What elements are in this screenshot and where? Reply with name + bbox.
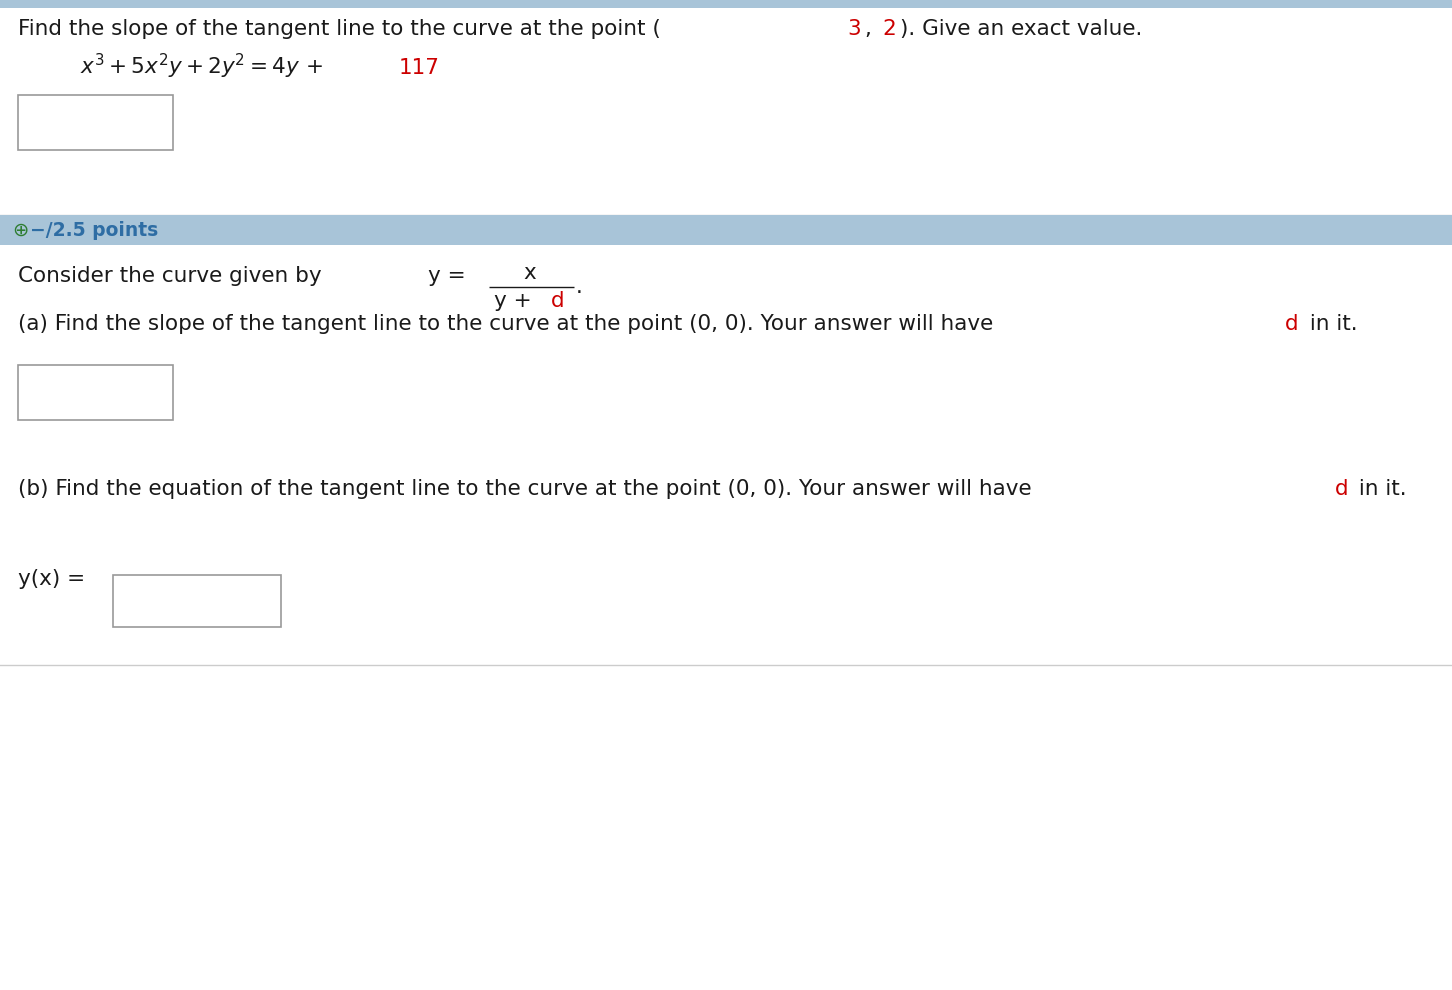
Text: (a) Find the slope of the tangent line to the curve at the point (0, 0). Your an: (a) Find the slope of the tangent line t… (17, 314, 1000, 334)
FancyBboxPatch shape (17, 95, 173, 150)
Text: Consider the curve given by: Consider the curve given by (17, 266, 335, 286)
FancyBboxPatch shape (0, 0, 1452, 8)
Text: 3: 3 (848, 19, 861, 39)
Text: d: d (552, 291, 565, 311)
Text: −/2.5 points: −/2.5 points (30, 221, 158, 240)
Text: in it.: in it. (1352, 479, 1407, 499)
Text: y =: y = (427, 266, 472, 286)
FancyBboxPatch shape (17, 365, 173, 420)
Text: d: d (1285, 314, 1300, 334)
Text: d: d (1334, 479, 1349, 499)
Text: (b) Find the equation of the tangent line to the curve at the point (0, 0). Your: (b) Find the equation of the tangent lin… (17, 479, 1038, 499)
FancyBboxPatch shape (113, 575, 282, 627)
Text: x: x (523, 263, 536, 283)
Text: .: . (576, 277, 582, 297)
Text: 2: 2 (883, 19, 896, 39)
Text: $x^3 + 5x^2y + 2y^2 = 4y\, +$: $x^3 + 5x^2y + 2y^2 = 4y\, +$ (80, 51, 324, 81)
FancyBboxPatch shape (0, 215, 1452, 245)
Text: ,: , (865, 19, 878, 39)
Text: ⊕: ⊕ (12, 221, 29, 240)
Text: y +: y + (494, 291, 539, 311)
Text: ). Give an exact value.: ). Give an exact value. (900, 19, 1143, 39)
Text: y(x) =: y(x) = (17, 569, 91, 589)
Text: Find the slope of the tangent line to the curve at the point (: Find the slope of the tangent line to th… (17, 19, 661, 39)
Text: in it.: in it. (1302, 314, 1358, 334)
Text: 117: 117 (399, 58, 440, 78)
